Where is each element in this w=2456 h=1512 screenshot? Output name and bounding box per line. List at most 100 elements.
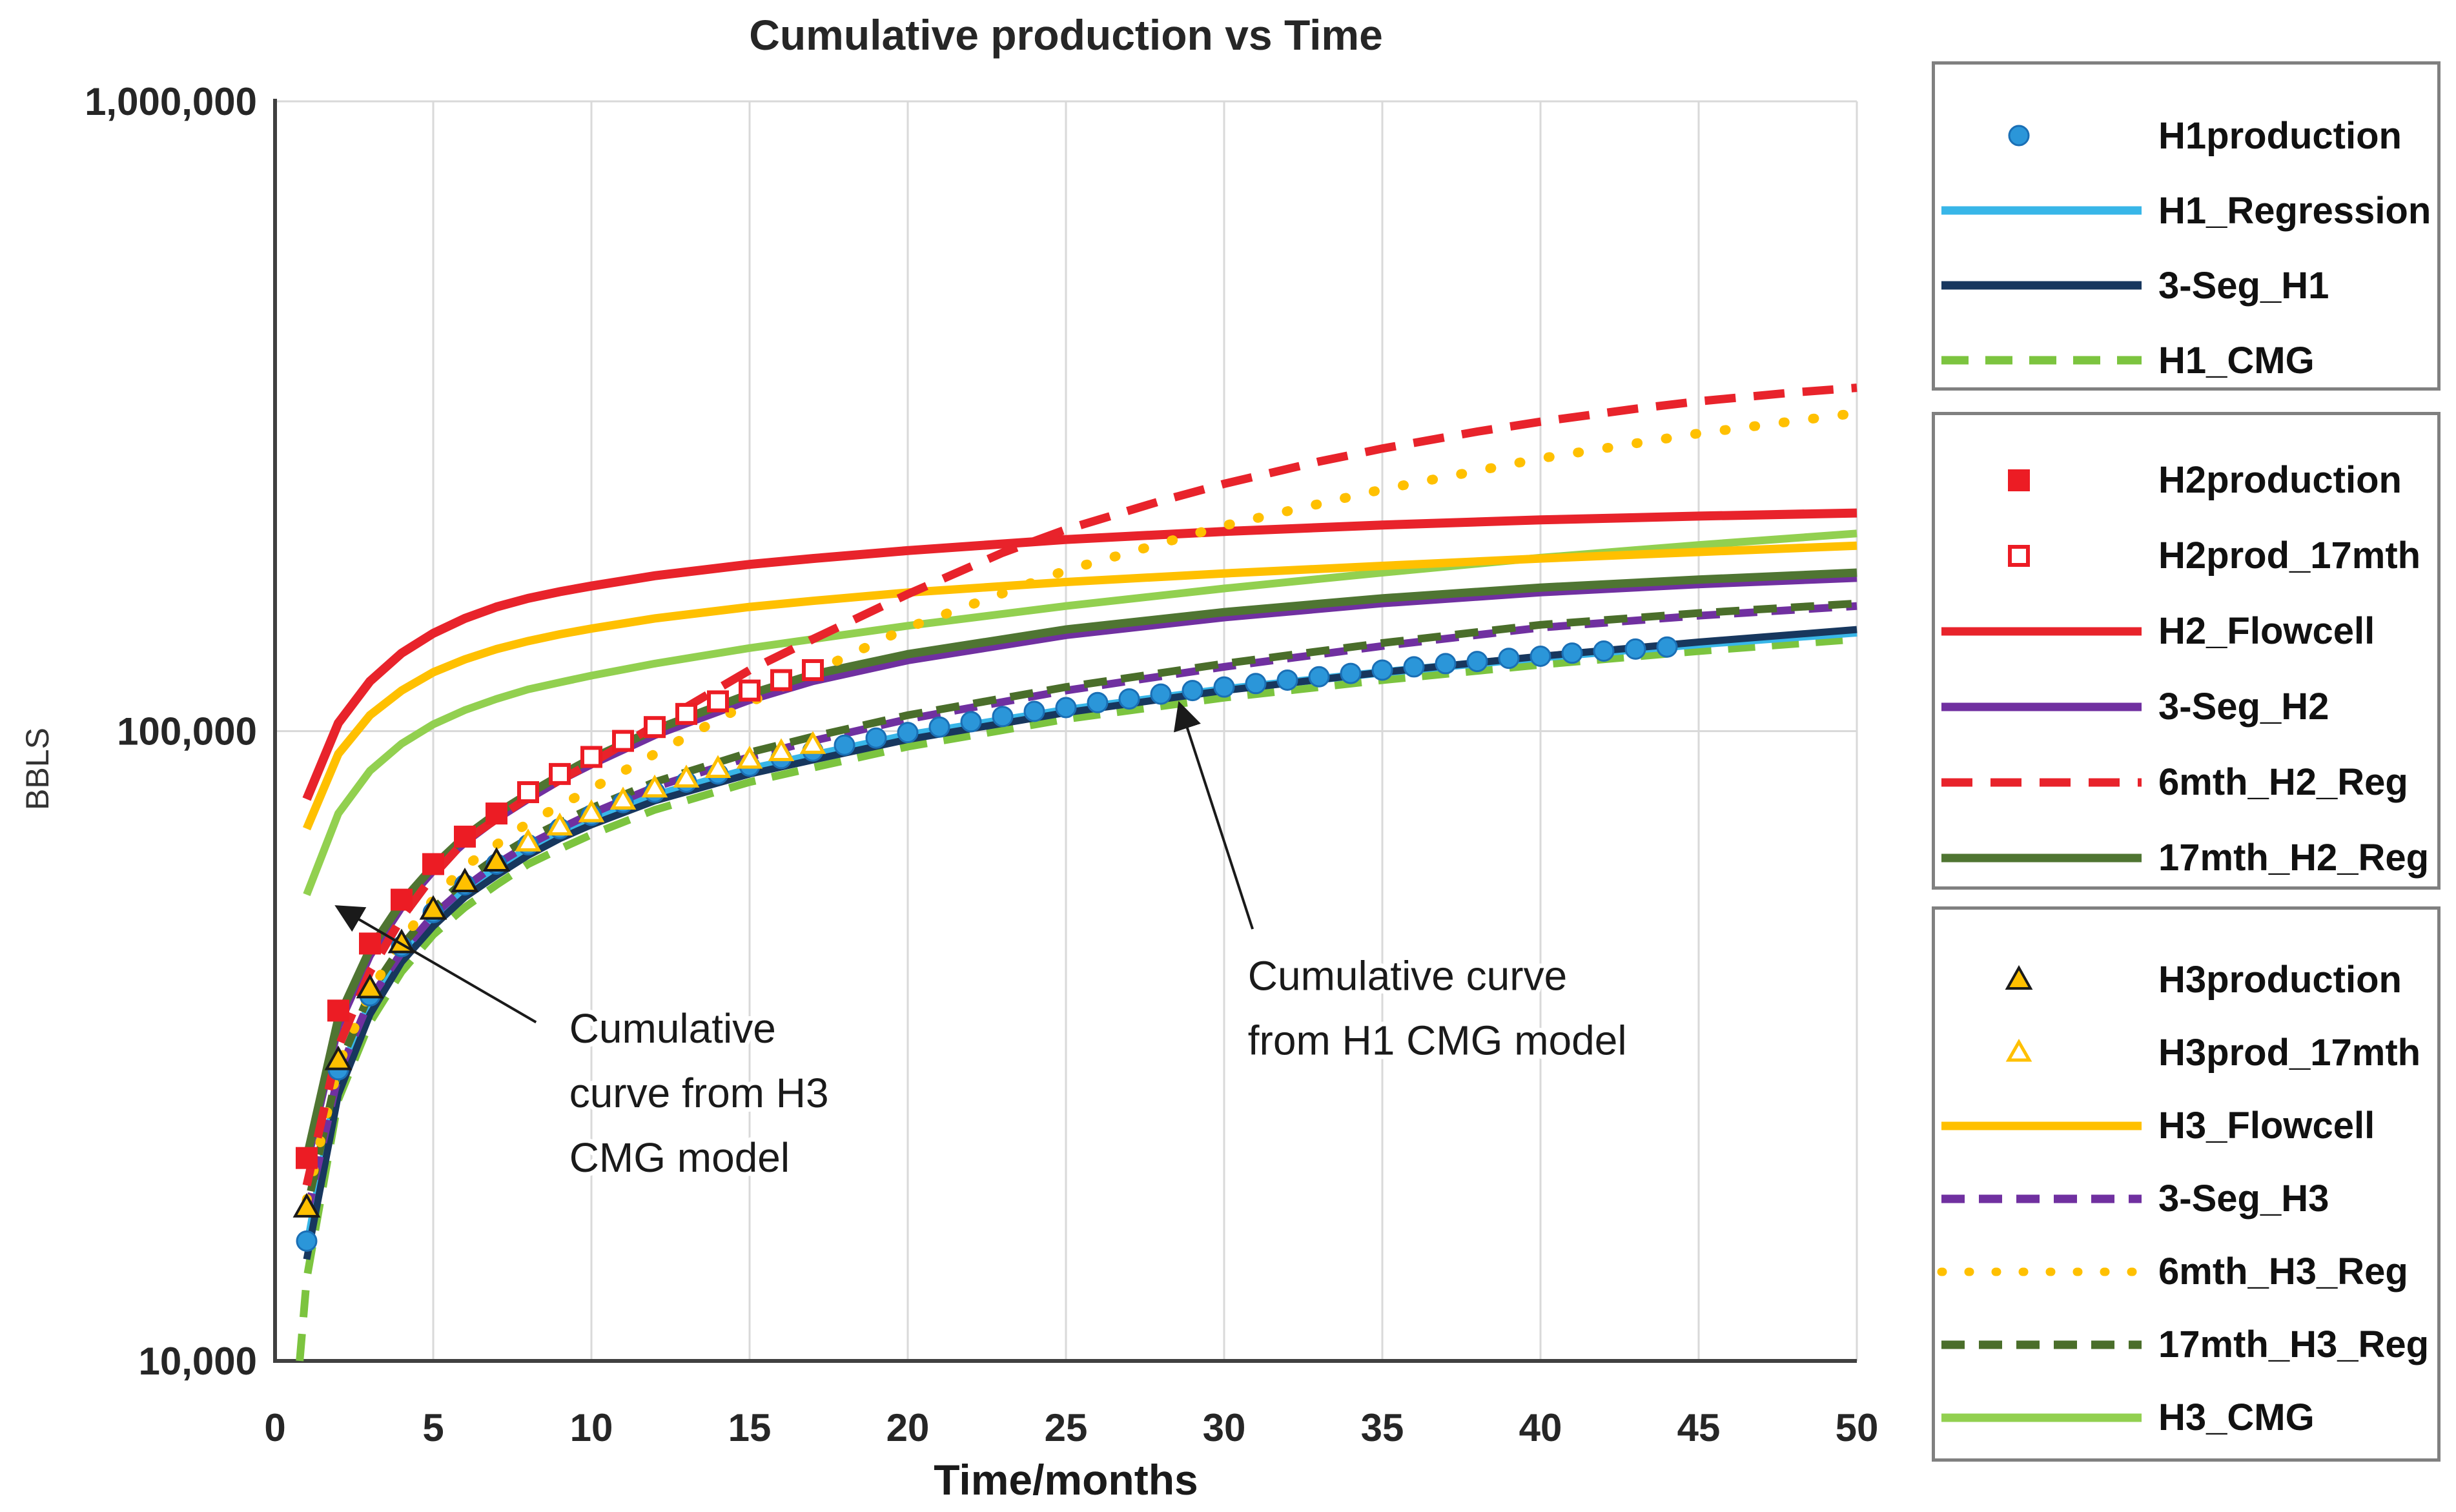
series-H1_CMG: [296, 635, 1857, 1362]
series-H1_Regression-line: [302, 628, 1857, 1251]
y-tick-label: 10,000: [138, 1340, 257, 1383]
series-H2prod_17mth: [517, 659, 824, 804]
legend-item-H2prod_17mth: H2prod_17mth: [1935, 518, 2437, 593]
x-tick-label: 5: [422, 1406, 444, 1449]
3-Seg_H2-swatch-icon: [1941, 702, 2142, 711]
series-6mth_H3_Reg: [302, 408, 1862, 1205]
legend-item-H3_CMG: H3_CMG: [1935, 1381, 2437, 1454]
legend-item-H3production: H3production: [1935, 943, 2437, 1016]
series-H2production-markers: [296, 802, 507, 1169]
legend-item-label: 3-Seg_H2: [2158, 686, 2329, 728]
x-tick-label: 45: [1677, 1406, 1721, 1449]
series-17mth_H2_Reg: [302, 568, 1857, 1160]
3-Seg_H1-swatch-icon: [1941, 281, 2142, 290]
H2prod_17mth-swatch-icon: [2008, 544, 2030, 567]
annotation-arrow: [334, 905, 537, 1024]
H3production-swatch-icon: [2005, 965, 2033, 990]
series-H3prod_17mth-markers: [515, 731, 826, 852]
6mth_H3_Reg-swatch-icon: [1937, 1267, 2146, 1276]
series-H3_Flowcell-line: [303, 541, 1857, 831]
series-17mth_H3_Reg-line: [303, 599, 1857, 1211]
legend-item-label: H1_CMG: [2158, 339, 2315, 382]
H1production-swatch-icon: [2008, 125, 2030, 147]
series-3-Seg_H1-line: [303, 626, 1857, 1260]
series-3-Seg_H2: [303, 574, 1857, 1166]
H3prod_17mth-swatch-icon: [2005, 1038, 2032, 1061]
legend-h1: H1production H1_Regression 3-Seg_H1 H1_CMG: [1932, 61, 2441, 391]
legend-item-H3_Flowcell: H3_Flowcell: [1935, 1089, 2437, 1162]
x-tick-label: 25: [1045, 1406, 1088, 1449]
legend-item-3-Seg_H2: 3-Seg_H2: [1935, 669, 2437, 744]
x-tick-label: 30: [1203, 1406, 1246, 1449]
axes: [273, 99, 1857, 1363]
H3_CMG-swatch-icon: [1941, 1413, 2142, 1422]
legend-item-H2production: H2production: [1935, 442, 2437, 518]
17mth_H3_Reg-swatch-icon: [1941, 1340, 2142, 1349]
series-17mth_H2_Reg-line: [302, 568, 1857, 1160]
chart-title: Cumulative production vs Time: [749, 11, 1383, 59]
y-tick-label: 100,000: [117, 710, 257, 753]
legend-item-label: 3-Seg_H1: [2158, 264, 2329, 307]
H1_Regression-swatch-icon: [1941, 206, 2142, 215]
series-3-Seg_H3-line: [303, 602, 1857, 1217]
series-17mth_H3_Reg: [303, 599, 1857, 1211]
tick-labels: 10,000 100,000 1,000,000 0 5 10 15 20 25 30 35 40 45…: [85, 80, 1878, 1449]
legend-item-H3prod_17mth: H3prod_17mth: [1935, 1016, 2437, 1089]
series-3-Seg_H1: [303, 626, 1857, 1260]
legend-item-17mth_H3_Reg: 17mth_H3_Reg: [1935, 1308, 2437, 1381]
x-tick-label: 20: [886, 1406, 930, 1449]
annotation-text: Cumulative curve from H1 CMG model: [1248, 953, 1627, 1064]
legend-item-H1_Regression: H1_Regression: [1935, 173, 2437, 248]
legend-item-label: H2production: [2158, 459, 2402, 501]
annotation-arrow: [1174, 700, 1254, 930]
legend-item-17mth_H2_Reg: 17mth_H2_Reg: [1935, 820, 2437, 895]
series-H2_Flowcell: [302, 508, 1857, 801]
annotation-h1-cmg-note: Cumulative curve from H1 CMG model: [1174, 700, 1632, 1068]
legend-item-6mth_H3_Reg: 6mth_H3_Reg: [1935, 1235, 2437, 1308]
series-6mth_H3_Reg-line: [302, 408, 1862, 1205]
x-tick-label: 15: [728, 1406, 772, 1449]
legend-item-H1production: H1production: [1935, 98, 2437, 173]
x-tick-label: 50: [1836, 1406, 1879, 1449]
legend-item-label: H1_Regression: [2158, 189, 2431, 232]
legend-item-label: 6mth_H2_Reg: [2158, 761, 2408, 803]
series-H3_Flowcell: [303, 541, 1857, 831]
legend-item-label: H3prod_17mth: [2158, 1032, 2421, 1074]
H2production-swatch-icon: [2008, 469, 2030, 491]
series-6mth_H2_Reg-line: [302, 383, 1857, 1187]
6mth_H2_Reg-swatch-icon: [1941, 778, 2142, 786]
series-3-Seg_H2-line: [303, 574, 1857, 1166]
series-H1_Regression: [302, 628, 1857, 1251]
H2_Flowcell-swatch-icon: [1941, 627, 2142, 635]
legend-item-H2_Flowcell: H2_Flowcell: [1935, 593, 2437, 669]
x-tick-label: 40: [1519, 1406, 1562, 1449]
annotation-text: Cumulative curve from H3 CMG model: [569, 1005, 829, 1181]
x-tick-label: 0: [264, 1406, 285, 1449]
legend-item-label: 17mth_H2_Reg: [2158, 837, 2430, 879]
series-6mth_H2_Reg: [302, 383, 1857, 1187]
series-H3_CMG: [303, 529, 1857, 896]
legend-item-label: 3-Seg_H3: [2158, 1178, 2329, 1220]
legend-item-H1_CMG: H1_CMG: [1935, 323, 2437, 398]
series-H1_CMG-line: [296, 635, 1857, 1362]
legend-item-label: H1production: [2158, 114, 2402, 157]
series-H3_CMG-line: [303, 529, 1857, 896]
series-H2_Flowcell-line: [302, 508, 1857, 801]
gridlines: [275, 100, 1858, 1361]
legend-item-label: H2prod_17mth: [2158, 535, 2421, 577]
x-tick-label: 35: [1361, 1406, 1404, 1449]
3-Seg_H3-swatch-icon: [1941, 1194, 2142, 1203]
legend-item-6mth_H2_Reg: 6mth_H2_Reg: [1935, 744, 2437, 820]
H1_CMG-swatch-icon: [1941, 356, 2142, 365]
legend-item-label: H3_CMG: [2158, 1396, 2315, 1438]
legend-item-label: 17mth_H3_Reg: [2158, 1323, 2430, 1365]
y-axis-title: BBLS: [19, 728, 56, 810]
annotation-h3-cmg-note: Cumulative curve from H3 CMG model: [334, 905, 834, 1185]
legend-h3: H3production H3prod_17mth H3_Flowcell 3-Seg…: [1932, 906, 2441, 1462]
H3_Flowcell-swatch-icon: [1941, 1121, 2142, 1130]
17mth_H2_Reg-swatch-icon: [1941, 853, 2142, 862]
x-tick-label: 10: [570, 1406, 613, 1449]
legend-item-label: H2_Flowcell: [2158, 610, 2375, 652]
